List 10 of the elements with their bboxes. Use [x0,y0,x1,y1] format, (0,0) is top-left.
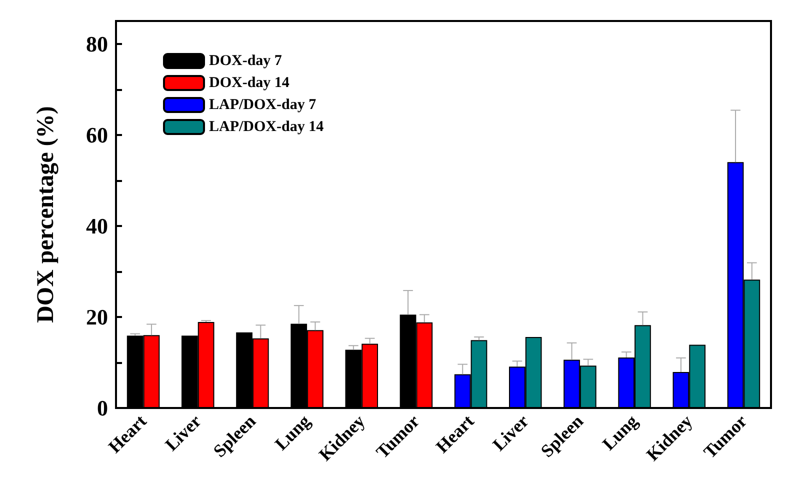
legend-label: LAP/DOX-day 14 [209,119,324,135]
y-tick-label: 60 [86,122,108,148]
legend-label: DOX-day 7 [209,53,282,69]
y-tick-label: 20 [86,304,108,330]
y-tick-label: 0 [97,396,108,420]
y-tick-label: 40 [86,213,108,238]
y-tick-label: 80 [86,31,108,56]
legend-label: LAP/DOX-day 7 [209,97,317,113]
y-axis-title: DOX percentage (%) [33,106,59,323]
legend-label: DOX-day 14 [209,75,290,91]
